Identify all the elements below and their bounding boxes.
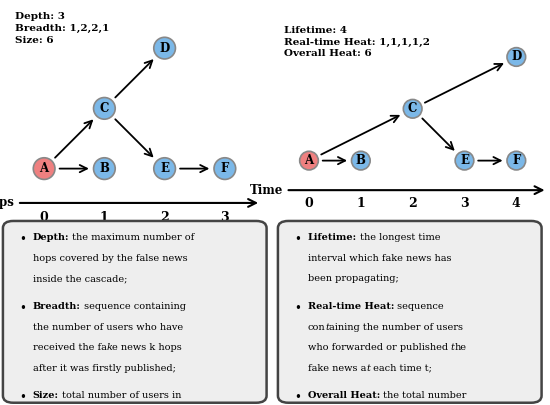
Circle shape xyxy=(94,98,115,119)
Text: aining the number of users: aining the number of users xyxy=(329,322,463,332)
Text: A: A xyxy=(40,162,49,175)
Circle shape xyxy=(300,151,318,170)
Text: fake news a: fake news a xyxy=(307,364,366,373)
Circle shape xyxy=(154,37,175,59)
Text: each time t;: each time t; xyxy=(370,364,432,373)
Text: •: • xyxy=(20,233,26,246)
Text: •: • xyxy=(295,233,301,246)
Circle shape xyxy=(507,48,526,66)
Circle shape xyxy=(154,158,175,179)
Text: been propagating;: been propagating; xyxy=(307,275,398,284)
Text: the number of users who have: the number of users who have xyxy=(32,322,183,332)
Text: F: F xyxy=(221,162,229,175)
Text: Size:: Size: xyxy=(32,391,59,400)
Circle shape xyxy=(507,151,526,170)
Circle shape xyxy=(94,158,115,179)
Text: B: B xyxy=(356,154,366,167)
Text: the total number: the total number xyxy=(380,391,466,400)
Text: •: • xyxy=(20,391,26,404)
Text: Hops: Hops xyxy=(0,196,14,209)
Text: sequence: sequence xyxy=(394,302,444,311)
Text: 3: 3 xyxy=(460,197,469,211)
Text: A: A xyxy=(305,154,314,167)
Text: 1: 1 xyxy=(100,211,109,224)
FancyBboxPatch shape xyxy=(3,221,267,403)
Text: the maximum number of: the maximum number of xyxy=(69,233,194,243)
Text: inside the cascade;: inside the cascade; xyxy=(32,275,127,284)
Text: 2: 2 xyxy=(408,197,417,211)
Text: Depth: 3
Breadth: 1,2,2,1
Size: 6: Depth: 3 Breadth: 1,2,2,1 Size: 6 xyxy=(15,12,109,45)
Text: •: • xyxy=(295,302,301,315)
Text: 1: 1 xyxy=(356,197,365,211)
Text: sequence containing: sequence containing xyxy=(80,302,185,311)
Text: Overall Heat:: Overall Heat: xyxy=(307,391,380,400)
Text: 0: 0 xyxy=(40,211,48,224)
Text: hops covered by the false news: hops covered by the false news xyxy=(32,254,187,263)
Text: the longest time: the longest time xyxy=(357,233,440,243)
Text: B: B xyxy=(100,162,109,175)
Text: k: k xyxy=(107,343,112,352)
Text: interval which fake news has: interval which fake news has xyxy=(307,254,451,263)
Text: Depth:: Depth: xyxy=(32,233,69,243)
Text: E: E xyxy=(460,154,469,167)
Text: con: con xyxy=(307,322,325,332)
FancyBboxPatch shape xyxy=(278,221,542,403)
Text: he: he xyxy=(455,343,467,352)
Circle shape xyxy=(403,100,422,118)
Text: 4: 4 xyxy=(512,197,521,211)
Text: Lifetime: 4
Real-time Heat: 1,1,1,1,2
Overall Heat: 6: Lifetime: 4 Real-time Heat: 1,1,1,1,2 Ov… xyxy=(284,26,430,58)
Circle shape xyxy=(214,158,236,179)
Text: C: C xyxy=(100,102,109,115)
Text: 3: 3 xyxy=(221,211,229,224)
Text: D: D xyxy=(160,42,170,55)
Text: 0: 0 xyxy=(305,197,314,211)
Text: total number of users in: total number of users in xyxy=(59,391,181,400)
Text: 2: 2 xyxy=(160,211,169,224)
Text: •: • xyxy=(295,391,301,404)
Text: t: t xyxy=(451,343,455,352)
Circle shape xyxy=(351,151,370,170)
Text: t: t xyxy=(325,322,329,332)
Text: D: D xyxy=(511,51,521,64)
Circle shape xyxy=(34,158,55,179)
Text: received the fa: received the fa xyxy=(32,343,107,352)
Text: C: C xyxy=(408,102,417,115)
Text: •: • xyxy=(20,302,26,315)
Text: who forwarded or published: who forwarded or published xyxy=(307,343,451,352)
Text: e news k hops: e news k hops xyxy=(112,343,182,352)
Text: F: F xyxy=(512,154,520,167)
Circle shape xyxy=(455,151,474,170)
Text: after it was firstly published;: after it was firstly published; xyxy=(32,364,175,373)
Text: Breadth:: Breadth: xyxy=(32,302,80,311)
Text: Real-time Heat:: Real-time Heat: xyxy=(307,302,394,311)
Text: Lifetime:: Lifetime: xyxy=(307,233,357,243)
Text: E: E xyxy=(160,162,169,175)
Text: Time: Time xyxy=(250,183,283,197)
Text: t: t xyxy=(366,364,370,373)
